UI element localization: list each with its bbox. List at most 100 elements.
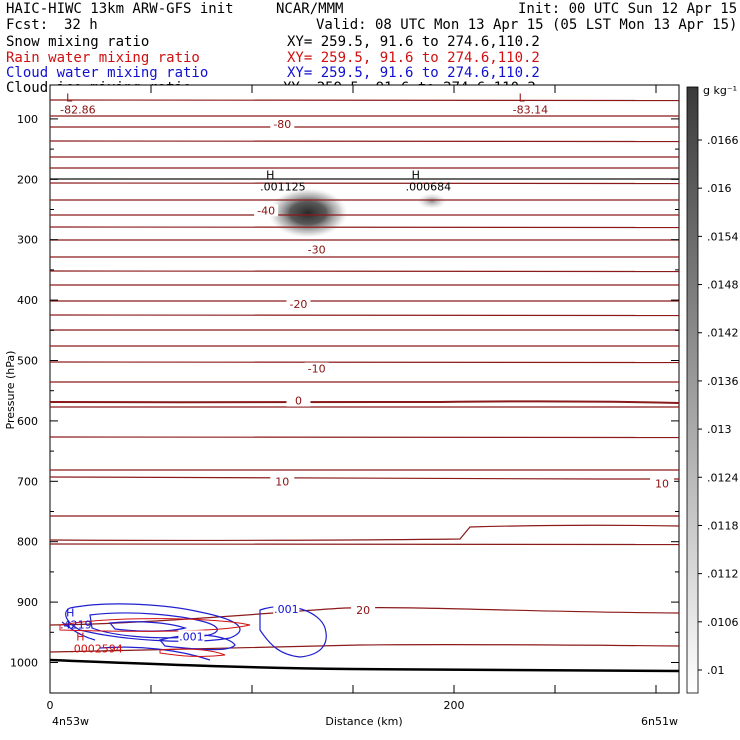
cloud-water-label: .001 — [274, 603, 299, 616]
temperature-contour — [49, 543, 680, 546]
colorbar-units: g kg⁻¹ — [703, 84, 737, 97]
label-background — [273, 603, 300, 616]
init-time: Init: 00 UTC Sun 12 Apr 15 — [518, 1, 738, 17]
colorbar-tick-label: .0106 — [707, 616, 739, 629]
x-tick-label: 0 — [47, 699, 54, 712]
y-tick-label: 300 — [17, 234, 38, 247]
cloud-water-contour — [65, 603, 241, 642]
temperature-contour — [49, 361, 680, 364]
y-tick-label: 600 — [17, 415, 38, 428]
field-name-cloud-water: Cloud water mixing ratio — [6, 65, 209, 81]
extremum-value: .4219 — [60, 618, 92, 631]
cloud-water-contour — [259, 605, 327, 658]
colorbar-tick-label: .01 — [707, 664, 725, 677]
extrema-labels: L-82.86L-83.14H.001125H.000684H.4219H.00… — [60, 92, 548, 656]
colorbar-tick-label: .0142 — [707, 327, 739, 340]
field-xy-cloud-water: XY= 259.5, 91.6 to 274.6,110.2 — [287, 65, 540, 81]
colorbar-tick-label: .0112 — [707, 568, 739, 581]
extremum-marker: H — [412, 168, 420, 181]
temperature-contours — [49, 99, 680, 653]
colorbar: g kg⁻¹ .0166 .016 .0154 .0148 .0142 .0136 .013… — [686, 84, 739, 694]
colorbar-tick-label: .0136 — [707, 375, 739, 388]
label-background — [650, 477, 675, 490]
temperature-label: 0 — [295, 395, 302, 408]
colorbar-ramp — [686, 86, 699, 694]
extremum-value: .000684 — [406, 180, 452, 193]
x-axis-label: Distance (km) — [325, 715, 402, 728]
y-tick-label: 900 — [17, 596, 38, 609]
extremum-value: -82.86 — [60, 104, 95, 117]
temperature-contour — [49, 606, 680, 626]
extremum-marker: H — [266, 168, 274, 181]
extremum-marker: L — [519, 92, 526, 105]
y-tick-label: 1000 — [10, 657, 38, 670]
terrain-line — [49, 658, 680, 673]
label-background — [304, 362, 329, 375]
temperature-label: -20 — [289, 298, 307, 311]
colorbar-tick-label: .0154 — [707, 230, 739, 243]
organization: NCAR/MMM — [276, 1, 344, 17]
temperature-contour — [49, 476, 679, 480]
cloud-water-label: .001 — [179, 630, 204, 643]
temperature-contour — [49, 314, 680, 317]
colorbar-tick-label: .0118 — [707, 519, 739, 532]
label-background — [286, 297, 311, 310]
forecast-hours: 32 h — [64, 17, 98, 33]
cloud-water-labels: .001 .001 — [178, 603, 300, 643]
field-xy-snow: XY= 259.5, 91.6 to 274.6,110.2 — [287, 34, 540, 50]
temperature-contour — [49, 99, 680, 102]
y-tick-label: 100 — [17, 113, 38, 126]
y-tick-label: 800 — [17, 536, 38, 549]
label-background — [304, 243, 329, 256]
temperature-label: -80 — [273, 118, 291, 131]
field-xy-rain: XY= 259.5, 91.6 to 274.6,110.2 — [287, 50, 540, 66]
rain-water-contour — [59, 618, 251, 632]
field-name-rain: Rain water mixing ratio — [6, 50, 200, 66]
extremum-marker: H — [66, 606, 74, 619]
field-name-snow: Snow mixing ratio — [6, 34, 150, 50]
cloud-water-contour — [89, 612, 218, 639]
extremum-marker: H — [76, 630, 84, 643]
valid-time: Valid: 08 UTC Mon 13 Apr 15 (05 LST Mon … — [316, 17, 738, 33]
label-background — [254, 204, 279, 217]
y-tick-label: 400 — [17, 294, 38, 307]
snow-secondary-shading — [417, 193, 447, 209]
reference-contours — [49, 178, 680, 673]
x-endpoint-left: 4n53w — [52, 715, 89, 728]
label-background — [351, 604, 376, 617]
forecast-label: Fcst: — [6, 17, 49, 33]
temperature-contour — [49, 226, 680, 229]
y-tick-label: 500 — [17, 355, 38, 368]
rain-water-contours — [59, 618, 251, 657]
label-background — [178, 630, 205, 643]
extremum-value: .001125 — [260, 180, 306, 193]
zero-degree-contour — [49, 400, 680, 404]
temperature-contour — [49, 436, 680, 439]
temperature-contour — [49, 270, 680, 273]
temperature-label: 10 — [275, 476, 289, 489]
cloud-water-contour — [99, 646, 211, 661]
temperature-contour — [49, 140, 680, 143]
temperature-label: -30 — [308, 244, 326, 257]
extremum-value: .0002594 — [70, 642, 123, 655]
x-endpoint-right: 6n51w — [641, 715, 678, 728]
cloud-water-contours — [61, 603, 327, 661]
temperature-label: 20 — [356, 604, 370, 617]
plot-frame — [49, 84, 680, 694]
model-title: HAIC-HIWC 13km ARW-GFS init — [6, 1, 234, 17]
colorbar-tick-label: .0148 — [707, 279, 739, 292]
x-tick-label: 200 — [444, 699, 465, 712]
temperature-label: 10 — [655, 477, 669, 490]
colorbar-tick-label: .0124 — [707, 471, 739, 484]
label-background — [286, 394, 311, 407]
temperature-contour — [49, 524, 680, 542]
y-tick-label: 200 — [17, 173, 38, 186]
colorbar-tick-label: .016 — [707, 182, 732, 195]
temperature-labels: -80 -40 -30 -20 -10 0 10 10 20 — [254, 117, 675, 617]
label-background — [270, 475, 295, 488]
extremum-marker: L — [66, 92, 73, 105]
temperature-label: -10 — [308, 363, 326, 376]
colorbar-tick-label: .013 — [707, 423, 732, 436]
